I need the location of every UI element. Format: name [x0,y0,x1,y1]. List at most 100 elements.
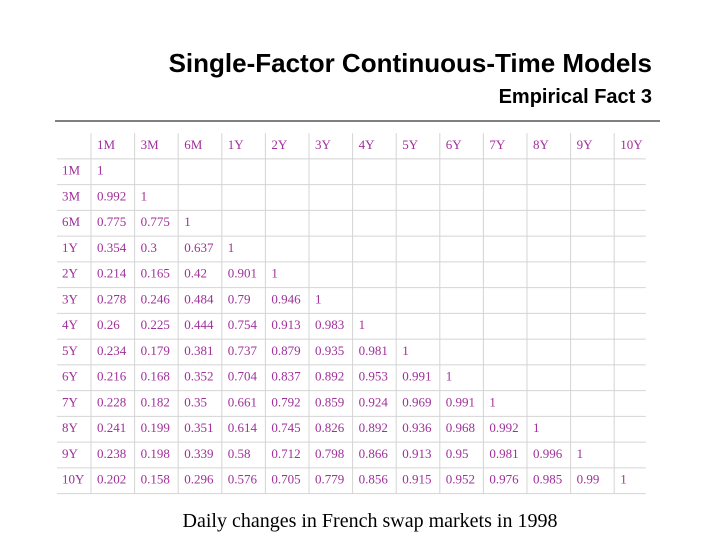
cell-value: 0.913 [271,317,300,332]
cell-value: 1 [620,472,627,487]
cell-value: 0.79 [228,291,251,306]
cell-value: 1 [489,394,496,409]
cell-value: 0.953 [359,369,388,384]
row-header: 8Y [62,420,79,435]
cell-value: 0.661 [228,394,257,409]
row-header: 1M [62,163,81,178]
cell-value: 0.913 [402,446,431,461]
cell-value: 0.216 [97,369,127,384]
cell-value: 1 [97,163,104,178]
column-header: 8Y [533,137,550,152]
cell-value: 0.892 [315,369,344,384]
cell-value: 0.969 [402,394,431,409]
cell-value: 0.924 [359,394,389,409]
cell-value: 0.946 [271,291,301,306]
cell-value: 0.992 [489,420,518,435]
cell-value: 1 [577,446,584,461]
cell-value: 0.99 [577,472,600,487]
cell-value: 0.779 [315,472,344,487]
cell-value: 0.234 [97,343,127,358]
cell-value: 0.915 [402,472,431,487]
cell-value: 0.745 [271,420,300,435]
column-header: 6M [184,137,203,152]
cell-value: 0.935 [315,343,344,358]
row-header: 7Y [62,394,79,409]
row-header: 6M [62,214,81,229]
caption: Daily changes in French swap markets in … [183,510,558,532]
cell-value: 0.351 [184,420,213,435]
cell-value: 0.228 [97,394,126,409]
row-header: 9Y [62,446,79,461]
cell-value: 0.246 [141,291,171,306]
cell-value: 0.42 [184,266,207,281]
row-header: 3M [62,188,81,203]
cell-value: 1 [402,343,409,358]
cell-value: 0.837 [271,369,301,384]
cell-value: 0.58 [228,446,251,461]
cell-value: 1 [533,420,540,435]
cell-value: 0.158 [141,472,170,487]
column-header: 3M [141,137,160,152]
cell-value: 0.968 [446,420,475,435]
cell-value: 1 [359,317,366,332]
cell-value: 0.278 [97,291,126,306]
cell-value: 0.981 [489,446,518,461]
cell-value: 0.3 [141,240,157,255]
row-header: 5Y [62,343,79,358]
cell-value: 0.354 [97,240,127,255]
cell-value: 0.381 [184,343,213,358]
cell-value: 0.792 [271,394,300,409]
row-header: 6Y [62,369,79,384]
cell-value: 0.983 [315,317,344,332]
row-header: 2Y [62,266,79,281]
cell-value: 0.981 [359,343,388,358]
cell-value: 0.859 [315,394,344,409]
cell-value: 0.991 [446,394,475,409]
column-header: 7Y [489,137,506,152]
cell-value: 0.775 [141,214,170,229]
cell-value: 0.199 [141,420,170,435]
cell-value: 0.712 [271,446,300,461]
column-header: 6Y [446,137,463,152]
cell-value: 0.225 [141,317,170,332]
cell-value: 0.296 [184,472,214,487]
cell-value: 0.737 [228,343,258,358]
cell-value: 0.856 [359,472,389,487]
cell-value: 0.614 [228,420,258,435]
row-header: 10Y [62,472,85,487]
cell-value: 0.241 [97,420,126,435]
cell-value: 1 [446,369,453,384]
column-header: 1Y [228,137,245,152]
cell-value: 0.705 [271,472,300,487]
cell-value: 0.992 [97,188,126,203]
column-header: 2Y [271,137,288,152]
cell-value: 0.866 [359,446,389,461]
correlation-table: 1M 3M 6M 1Y 2Y 3Y 4Y 5Y 6Y 7Y 8Y 9Y 10Y 1M 1 3M 0.992 1 6M… [57,133,646,495]
cell-value: 0.637 [184,240,214,255]
cell-value: 0.26 [97,317,120,332]
column-header: 3Y [315,137,332,152]
cell-value: 0.826 [315,420,345,435]
cell-value: 0.996 [533,446,563,461]
row-header: 4Y [62,317,79,332]
cell-value: 0.936 [402,420,432,435]
cell-value: 0.35 [184,394,207,409]
cell-value: 0.202 [97,472,126,487]
column-header: 1M [97,137,116,152]
slide-subtitle: Empirical Fact 3 [499,86,652,108]
column-header: 5Y [402,137,419,152]
cell-value: 1 [228,240,235,255]
cell-value: 0.238 [97,446,126,461]
column-header: 10Y [620,137,643,152]
cell-value: 0.165 [141,266,170,281]
cell-value: 0.484 [184,291,214,306]
cell-value: 0.775 [97,214,126,229]
cell-value: 0.754 [228,317,258,332]
cell-value: 0.576 [228,472,258,487]
cell-value: 0.214 [97,266,127,281]
cell-value: 0.179 [141,343,170,358]
cell-value: 0.952 [446,472,475,487]
cell-value: 0.704 [228,369,258,384]
cell-value: 0.198 [141,446,170,461]
